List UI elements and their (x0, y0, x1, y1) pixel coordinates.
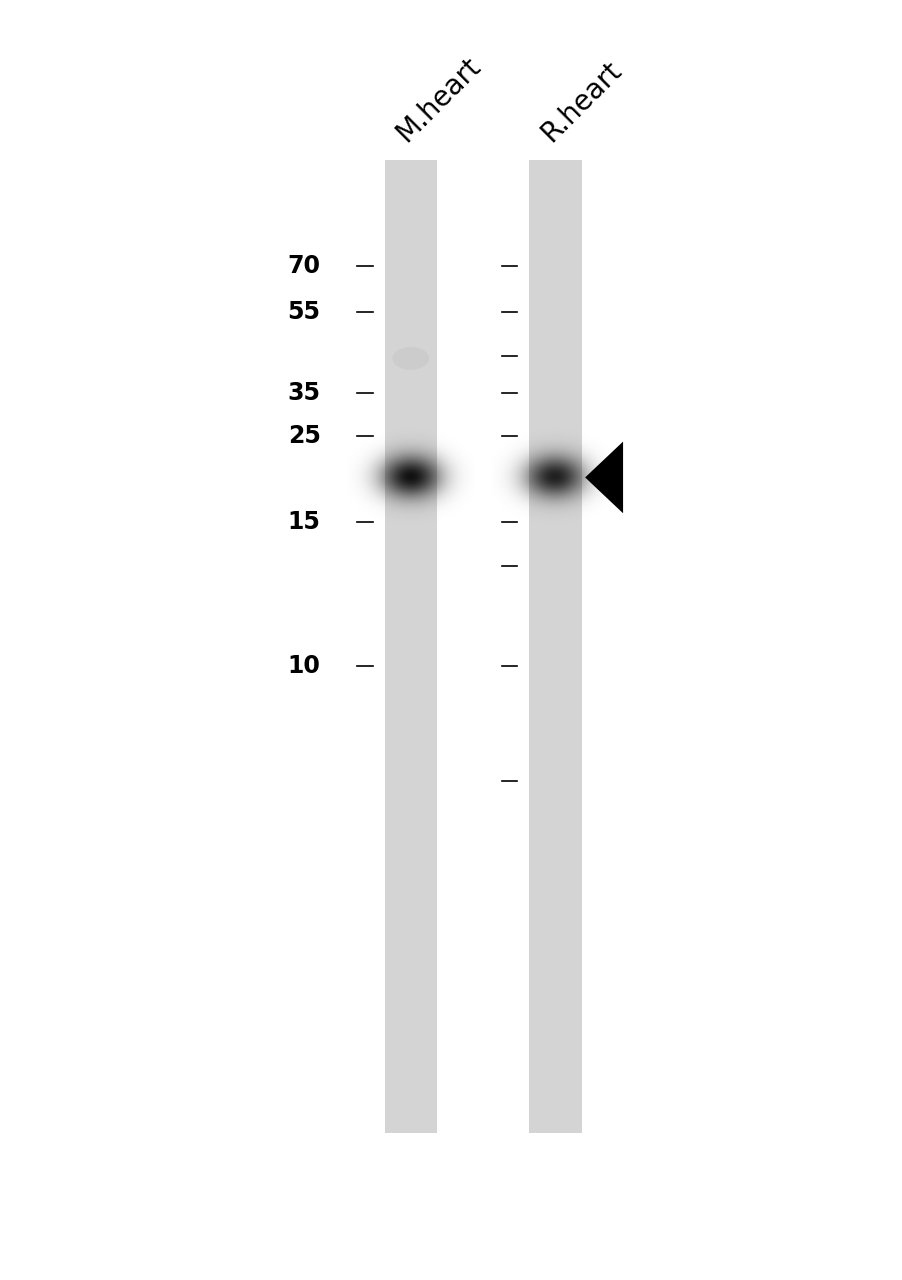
Polygon shape (584, 442, 622, 513)
Ellipse shape (392, 347, 428, 370)
Bar (529, 160, 581, 1133)
Text: 25: 25 (288, 425, 320, 448)
Text: 15: 15 (288, 511, 320, 534)
Text: 10: 10 (288, 654, 320, 677)
Text: R.heart: R.heart (535, 56, 626, 147)
Text: 55: 55 (287, 301, 320, 324)
Text: 35: 35 (287, 381, 320, 404)
Text: M.heart: M.heart (391, 51, 486, 147)
Bar (384, 160, 437, 1133)
Text: 70: 70 (287, 255, 320, 278)
